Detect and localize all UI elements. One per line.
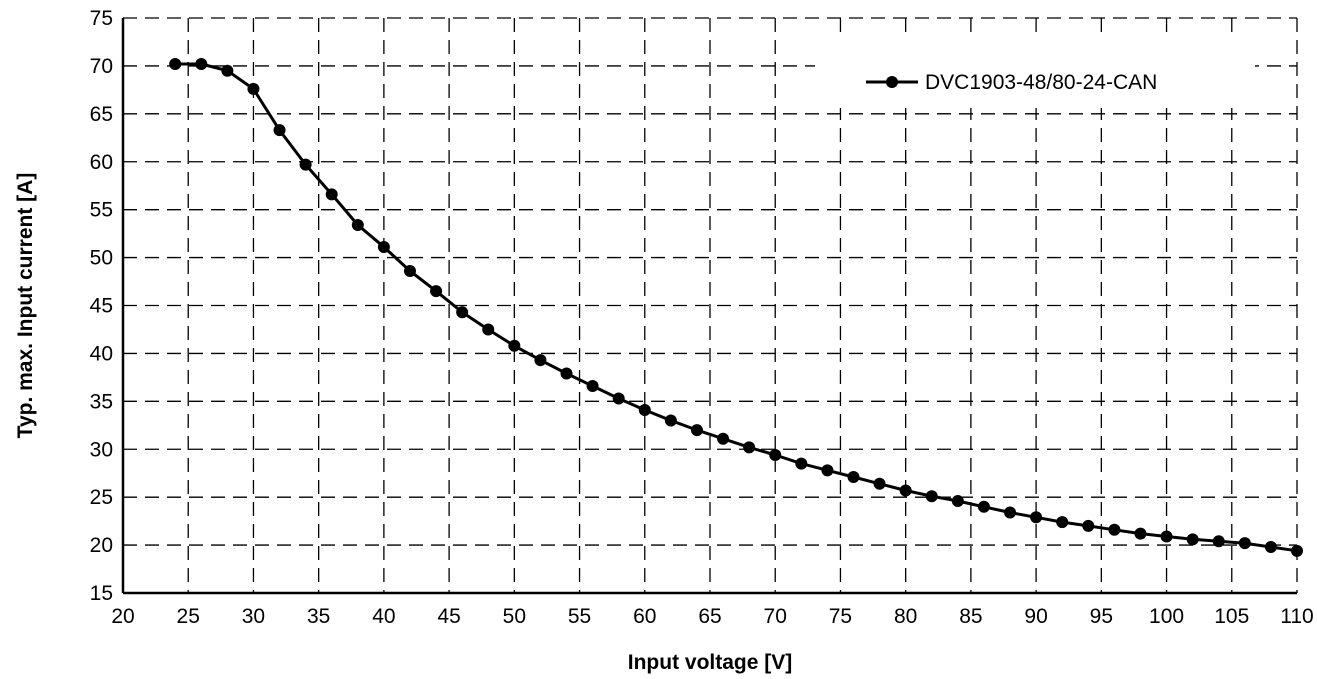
y-tick-label: 75 <box>90 7 113 30</box>
y-tick-label: 50 <box>90 247 113 270</box>
y-tick-label: 20 <box>90 534 113 557</box>
data-point <box>1238 537 1251 550</box>
data-point <box>1212 535 1225 548</box>
data-point <box>221 64 234 77</box>
data-point <box>351 219 364 231</box>
data-point <box>1030 511 1043 524</box>
data-point <box>1108 523 1121 536</box>
data-point <box>951 495 964 507</box>
y-tick-label: 60 <box>90 151 113 174</box>
x-tick-label: 35 <box>307 605 330 628</box>
x-tick-label: 65 <box>698 605 721 628</box>
plot-frame <box>121 17 1298 595</box>
x-tick-label: 50 <box>503 605 526 628</box>
series-layer <box>169 58 1303 557</box>
series-line <box>175 62 1298 553</box>
x-tick-label: 25 <box>177 605 200 628</box>
data-point <box>899 484 912 497</box>
y-tick-label: 15 <box>90 582 113 605</box>
y-tick-label: 30 <box>90 438 113 461</box>
legend: DVC1903-48/80-24-CAN <box>815 38 1255 108</box>
y-axis-tick-labels: 15 20 25 30 35 40 45 50 55 60 65 70 75 <box>90 7 113 605</box>
data-point <box>1264 541 1277 553</box>
x-tick-label: 110 <box>1280 605 1313 628</box>
x-tick-label: 100 <box>1149 605 1184 628</box>
data-point <box>795 457 808 470</box>
data-point <box>769 449 782 461</box>
y-tick-label: 40 <box>90 342 113 365</box>
x-axis-tick-labels: 20 25 30 35 40 45 50 55 60 65 70 75 80 85 90 95 100 105 11… <box>111 605 1313 628</box>
y-tick-label: 70 <box>90 55 113 78</box>
data-point <box>586 380 599 392</box>
x-tick-label: 70 <box>764 605 787 628</box>
data-point <box>1291 544 1303 557</box>
data-point <box>847 471 860 484</box>
data-point <box>403 265 416 277</box>
y-tick-label: 35 <box>90 390 113 413</box>
x-tick-label: 95 <box>1090 605 1113 628</box>
data-point <box>560 367 573 380</box>
data-point <box>638 403 651 416</box>
x-tick-label: 40 <box>372 605 395 628</box>
x-tick-label: 60 <box>633 605 656 628</box>
data-point <box>325 188 338 201</box>
x-tick-label: 20 <box>111 605 134 628</box>
data-point <box>169 58 182 70</box>
data-point <box>377 241 390 254</box>
data-point <box>664 414 677 427</box>
data-point <box>1186 533 1199 546</box>
y-tick-label: 25 <box>90 486 113 509</box>
x-axis-title: Input voltage [V] <box>628 651 793 674</box>
y-tick-label: 45 <box>90 295 113 318</box>
legend-dot-marker <box>886 76 898 88</box>
x-tick-label: 90 <box>1024 605 1047 628</box>
data-point <box>821 464 834 477</box>
x-tick-label: 30 <box>242 605 265 628</box>
data-point <box>1004 506 1017 519</box>
data-point <box>482 323 495 336</box>
data-point <box>273 124 286 137</box>
x-tick-label: 45 <box>437 605 460 628</box>
data-point <box>717 432 730 445</box>
y-tick-label: 65 <box>90 103 113 126</box>
data-point <box>925 490 938 503</box>
data-point <box>534 354 547 367</box>
data-point <box>1056 516 1069 529</box>
x-tick-label: 55 <box>568 605 591 628</box>
data-point <box>508 339 521 352</box>
data-point <box>743 441 756 454</box>
data-point <box>456 306 469 319</box>
data-point <box>977 500 990 513</box>
data-point <box>1082 519 1095 532</box>
x-tick-label: 85 <box>959 605 982 628</box>
x-tick-label: 105 <box>1214 605 1249 628</box>
data-point <box>430 285 443 298</box>
y-tick-label: 55 <box>90 199 113 222</box>
data-point <box>1160 530 1173 543</box>
y-axis-title: Typ. max. Input current [A] <box>14 173 37 439</box>
legend-entry-label: DVC1903-48/80-24-CAN <box>925 71 1157 94</box>
data-point <box>1134 527 1147 540</box>
data-point <box>195 58 208 70</box>
data-point <box>873 477 886 490</box>
legend-background <box>815 38 1255 108</box>
x-tick-label: 75 <box>829 605 852 628</box>
data-point <box>247 82 260 95</box>
data-point <box>690 424 703 437</box>
data-point <box>612 392 625 405</box>
data-point <box>299 158 312 171</box>
x-tick-label: 80 <box>894 605 917 628</box>
